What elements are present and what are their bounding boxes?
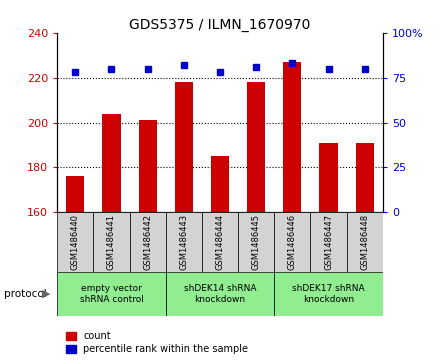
Text: protocol: protocol <box>4 289 47 299</box>
FancyBboxPatch shape <box>347 212 383 272</box>
Bar <box>283 62 301 212</box>
FancyBboxPatch shape <box>166 272 274 316</box>
Title: GDS5375 / ILMN_1670970: GDS5375 / ILMN_1670970 <box>129 18 311 32</box>
Legend: count, percentile rank within the sample: count, percentile rank within the sample <box>62 327 252 358</box>
Text: empty vector
shRNA control: empty vector shRNA control <box>80 284 143 304</box>
Text: GSM1486448: GSM1486448 <box>360 214 369 270</box>
Text: GSM1486445: GSM1486445 <box>252 214 260 270</box>
FancyBboxPatch shape <box>57 272 166 316</box>
FancyBboxPatch shape <box>57 212 93 272</box>
Text: shDEK14 shRNA
knockdown: shDEK14 shRNA knockdown <box>184 284 256 304</box>
FancyBboxPatch shape <box>129 212 166 272</box>
Text: GSM1486440: GSM1486440 <box>71 214 80 270</box>
Bar <box>247 82 265 212</box>
Text: GSM1486447: GSM1486447 <box>324 214 333 270</box>
Bar <box>319 143 337 212</box>
Bar <box>66 176 84 212</box>
Text: GSM1486442: GSM1486442 <box>143 214 152 270</box>
Bar <box>139 120 157 212</box>
Text: GSM1486444: GSM1486444 <box>216 214 224 270</box>
Text: GSM1486443: GSM1486443 <box>180 214 188 270</box>
FancyBboxPatch shape <box>238 212 274 272</box>
Bar <box>103 114 121 212</box>
Bar <box>356 143 374 212</box>
Bar <box>211 156 229 212</box>
FancyBboxPatch shape <box>274 272 383 316</box>
Text: shDEK17 shRNA
knockdown: shDEK17 shRNA knockdown <box>292 284 365 304</box>
Text: GSM1486446: GSM1486446 <box>288 214 297 270</box>
FancyBboxPatch shape <box>93 212 129 272</box>
FancyBboxPatch shape <box>166 212 202 272</box>
Text: ▶: ▶ <box>42 289 50 299</box>
FancyBboxPatch shape <box>274 212 311 272</box>
FancyBboxPatch shape <box>202 212 238 272</box>
Bar <box>175 82 193 212</box>
FancyBboxPatch shape <box>311 212 347 272</box>
Text: GSM1486441: GSM1486441 <box>107 214 116 270</box>
